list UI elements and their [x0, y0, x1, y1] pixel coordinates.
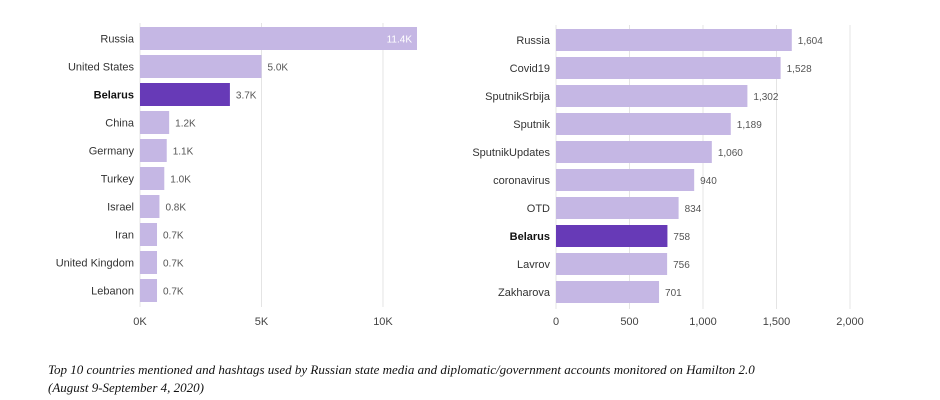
category-label: Russia — [516, 35, 551, 47]
data-label: 0.7K — [163, 231, 184, 242]
category-label: Belarus — [510, 231, 550, 243]
bar — [140, 251, 158, 274]
bar — [556, 57, 781, 79]
x-tick-label: 0K — [133, 316, 147, 328]
data-label: 1.0K — [170, 175, 191, 186]
x-tick-label: 10K — [373, 316, 393, 328]
bar — [556, 113, 731, 135]
caption-line-1: Top 10 countries mentioned and hashtags … — [48, 362, 755, 377]
category-label: Russia — [100, 34, 135, 46]
category-label: Lavrov — [517, 259, 551, 271]
data-label: 1,604 — [798, 36, 823, 47]
category-label: Germany — [89, 146, 135, 158]
data-label: 0.8K — [165, 203, 186, 214]
category-label: OTD — [527, 203, 550, 215]
x-tick-label: 1,000 — [689, 316, 717, 328]
data-label: 1.2K — [175, 119, 196, 130]
bar — [140, 83, 230, 106]
data-label: 1,189 — [737, 120, 762, 131]
bar — [140, 167, 165, 190]
category-label: Covid19 — [510, 63, 550, 75]
bar — [140, 111, 170, 134]
data-label: 834 — [685, 204, 702, 215]
bar — [140, 279, 158, 302]
bar — [140, 27, 417, 50]
category-label: SputnikSrbija — [485, 91, 551, 103]
bar — [140, 195, 160, 218]
data-label: 3.7K — [236, 91, 257, 102]
category-label: Iran — [115, 230, 134, 242]
bar — [140, 139, 167, 162]
data-label: 756 — [673, 260, 690, 271]
x-tick-label: 5K — [255, 316, 269, 328]
category-label: China — [105, 118, 135, 130]
bar — [556, 197, 679, 219]
figure-caption: Top 10 countries mentioned and hashtags … — [48, 361, 908, 397]
x-tick-label: 0 — [553, 316, 559, 328]
category-label: Israel — [107, 202, 134, 214]
bar — [556, 141, 712, 163]
data-label: 5.0K — [267, 63, 288, 74]
category-label: United Kingdom — [56, 258, 134, 270]
category-label: Turkey — [101, 174, 135, 186]
category-label: SputnikUpdates — [472, 147, 550, 159]
bar — [140, 55, 262, 78]
x-tick-label: 2,000 — [836, 316, 864, 328]
data-label: 1.1K — [173, 147, 194, 158]
category-label: Belarus — [94, 90, 134, 102]
data-label: 1,060 — [718, 148, 743, 159]
data-label: 0.7K — [163, 287, 184, 298]
category-label: Zakharova — [498, 287, 551, 299]
x-tick-label: 500 — [620, 316, 638, 328]
category-label: coronavirus — [493, 175, 550, 187]
x-tick-label: 1,500 — [763, 316, 791, 328]
data-label: 1,528 — [787, 64, 812, 75]
bar — [556, 29, 792, 51]
bar-charts: 0K 5K 10K Russia 11.4K United States 5.0K Belar… — [56, 23, 864, 328]
chart-2: 0 500 1,000 1,500 2,000 Russia 1,604 Covid19 1,5… — [472, 25, 864, 328]
category-label: Lebanon — [91, 286, 134, 298]
data-label: 0.7K — [163, 259, 184, 270]
caption-line-2: (August 9-September 4, 2020) — [48, 380, 204, 395]
category-label: United States — [68, 62, 135, 74]
bar — [140, 223, 158, 246]
category-label: Sputnik — [513, 119, 550, 131]
data-label: 940 — [700, 176, 717, 187]
bar — [556, 281, 660, 303]
bar — [556, 225, 668, 247]
data-label: 11.4K — [387, 35, 413, 46]
data-label: 1,302 — [753, 92, 778, 103]
bar — [556, 169, 695, 191]
data-label: 701 — [665, 288, 682, 299]
bar — [556, 85, 748, 107]
data-label: 758 — [673, 232, 690, 243]
bar — [556, 253, 668, 275]
chart-1: 0K 5K 10K Russia 11.4K United States 5.0K Belar… — [56, 23, 417, 328]
